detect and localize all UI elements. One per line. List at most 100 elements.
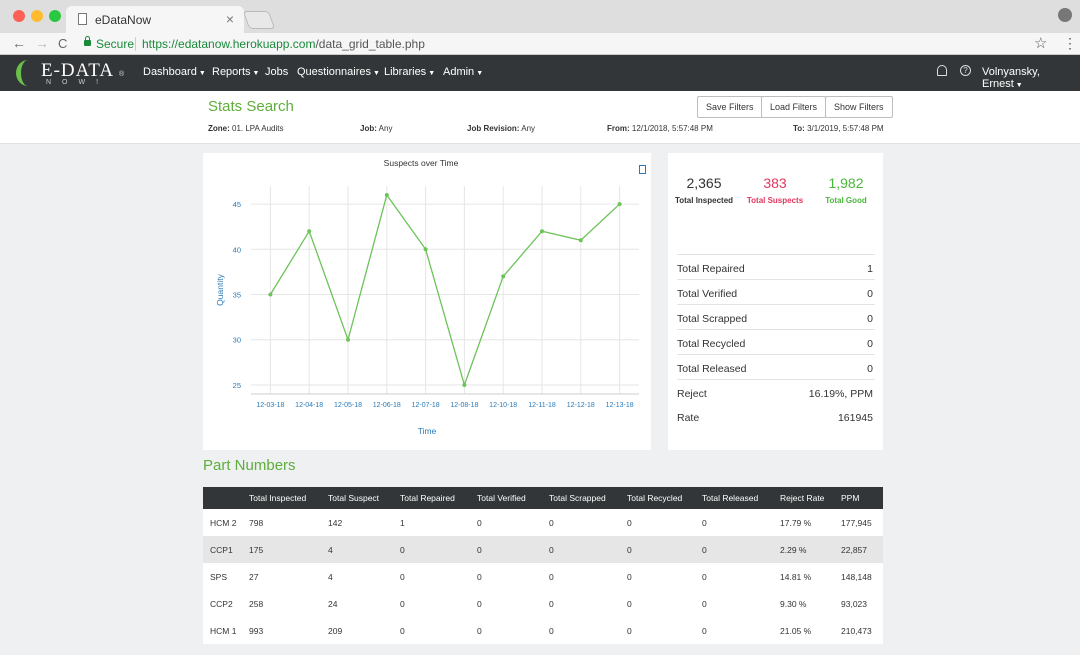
column-header[interactable]: Total Verified [477, 487, 549, 509]
table-row[interactable]: HCM 2 798 142 1 0 0 0 0 17.79 % 177,945 [203, 509, 883, 536]
bookmark-star-icon[interactable]: ☆ [1034, 35, 1048, 52]
notifications-bell-icon[interactable] [937, 65, 947, 76]
table-cell: 0 [627, 625, 632, 636]
totals-row: Total Repaired 1 [677, 254, 875, 279]
data-point [578, 238, 583, 243]
save-filters-button[interactable]: Save Filters [697, 96, 763, 118]
table-cell: 0 [702, 544, 707, 555]
column-header[interactable]: Total Released [702, 487, 780, 509]
table-row[interactable]: SPS 27 4 0 0 0 0 0 14.81 % 148,148 [203, 563, 883, 590]
forward-icon[interactable]: → [35, 35, 49, 51]
total-inspected-label: Total Inspected [674, 196, 734, 205]
address-bar: ← → C Secure https://edatanow.herokuapp.… [0, 33, 1080, 55]
caret-down-icon: ▼ [198, 70, 206, 77]
export-document-icon[interactable] [639, 165, 646, 174]
column-header[interactable]: Total Repaired [400, 487, 477, 509]
table-cell: 0 [549, 625, 554, 636]
nav-jobs[interactable]: Jobs [265, 66, 288, 78]
logo-swoosh-icon [16, 60, 40, 86]
table-cell: 0 [477, 517, 482, 528]
data-point [346, 337, 350, 342]
y-tick-label: 40 [233, 245, 241, 254]
user-menu[interactable]: Volnyansky, Ernest ▼ [982, 66, 1080, 90]
table-cell: 21.05 % [780, 625, 812, 636]
column-header[interactable]: Total Scrapped [549, 487, 627, 509]
help-icon[interactable]: ? [960, 65, 971, 76]
y-tick-label: 45 [233, 200, 241, 209]
url-field[interactable]: https://edatanow.herokuapp.com/data_grid… [142, 37, 425, 51]
stats-search-panel: Stats Search Save Filters Load Filters S… [0, 91, 1080, 144]
load-filters-button[interactable]: Load Filters [761, 96, 827, 118]
user-name: Volnyansky, Ernest [982, 66, 1040, 90]
reload-icon[interactable]: C [58, 36, 68, 51]
nav-dashboard[interactable]: Dashboard ▼ [143, 66, 206, 78]
show-filters-button[interactable]: Show Filters [825, 96, 893, 118]
nav-reports[interactable]: Reports ▼ [212, 66, 259, 78]
table-cell: 0 [400, 571, 405, 582]
filter-revision-value: Any [521, 124, 536, 133]
column-header[interactable] [203, 487, 249, 509]
table-cell: 142 [328, 517, 343, 528]
close-window-button[interactable] [13, 10, 25, 22]
column-header[interactable]: Total Inspected [249, 487, 328, 509]
totals-row: Total Verified 0 [677, 279, 875, 304]
page-icon [78, 13, 87, 25]
new-tab-button[interactable] [242, 11, 276, 29]
table-row[interactable]: CCP1 175 4 0 0 0 0 0 2.29 % 22,857 [203, 536, 883, 563]
browser-menu-icon[interactable]: ⋮ [1063, 35, 1077, 51]
table-cell: 258 [249, 598, 264, 609]
filter-zone-value: 01. LPA Audits [232, 124, 284, 133]
part-number-cell: CCP2 [210, 598, 233, 609]
y-tick-label: 25 [233, 381, 241, 390]
table-cell: 0 [627, 544, 632, 555]
part-number-cell: HCM 1 [210, 625, 237, 636]
table-row[interactable]: HCM 1 993 209 0 0 0 0 0 21.05 % 210,473 [203, 617, 883, 644]
edatanow-logo[interactable]: E-DATA ® NOW! [16, 59, 131, 89]
x-tick-label: 12-10-18 [489, 402, 517, 409]
y-tick-label: 35 [233, 291, 241, 300]
totals-row-label: Reject [677, 388, 707, 400]
x-tick-label: 12-12-18 [567, 402, 595, 409]
tab-close-icon[interactable]: × [225, 11, 234, 27]
maximize-window-button[interactable] [49, 10, 61, 22]
part-numbers-table: Total Inspected Total Suspect Total Repair… [203, 487, 883, 644]
profile-icon[interactable] [1058, 8, 1072, 22]
nav-admin[interactable]: Admin ▼ [443, 66, 483, 78]
table-cell: 0 [400, 625, 405, 636]
y-axis-label: Quantity [215, 273, 225, 305]
data-point [307, 229, 312, 234]
column-header[interactable]: Reject Rate [780, 487, 841, 509]
url-path: /data_grid_table.php [315, 37, 425, 51]
logo-subtitle: NOW! [46, 79, 110, 86]
back-icon[interactable]: ← [12, 35, 26, 51]
totals-row-value: 1 [867, 263, 873, 275]
y-tick-label: 30 [233, 336, 241, 345]
part-numbers-title: Part Numbers [203, 457, 296, 474]
table-cell: 0 [549, 571, 554, 582]
totals-row-label: Total Verified [677, 288, 738, 300]
column-header[interactable]: Total Recycled [627, 487, 702, 509]
table-cell: 0 [400, 544, 405, 555]
minimize-window-button[interactable] [31, 10, 43, 22]
table-cell: 0 [702, 571, 707, 582]
totals-row-value: 0 [867, 338, 873, 350]
totals-row-label: Rate [677, 412, 700, 424]
total-inspected-value: 2,365 [686, 175, 722, 191]
filter-job-label: Job: [360, 124, 377, 133]
table-row[interactable]: CCP2 258 24 0 0 0 0 0 9.30 % 93,023 [203, 590, 883, 617]
x-tick-label: 12-05-18 [334, 402, 362, 409]
totals-row: Total Recycled 0 [677, 329, 875, 354]
totals-row-value: 16.19%, PPM [808, 388, 873, 400]
caret-down-icon: ▼ [476, 70, 484, 77]
column-header[interactable]: PPM [841, 487, 883, 509]
table-cell: 0 [702, 598, 707, 609]
browser-tab[interactable]: eDataNow × [66, 6, 244, 33]
nav-libraries[interactable]: Libraries ▼ [384, 66, 435, 78]
caret-down-icon: ▼ [428, 70, 436, 77]
nav-questionnaires[interactable]: Questionnaires ▼ [297, 66, 380, 78]
x-tick-label: 12-03-18 [256, 402, 284, 409]
divider [135, 37, 136, 51]
column-header[interactable]: Total Suspect [328, 487, 400, 509]
logo-brand: E-DATA [41, 60, 115, 81]
app-navbar: E-DATA ® NOW! Dashboard ▼ Reports ▼ Jobs Q… [0, 55, 1080, 91]
